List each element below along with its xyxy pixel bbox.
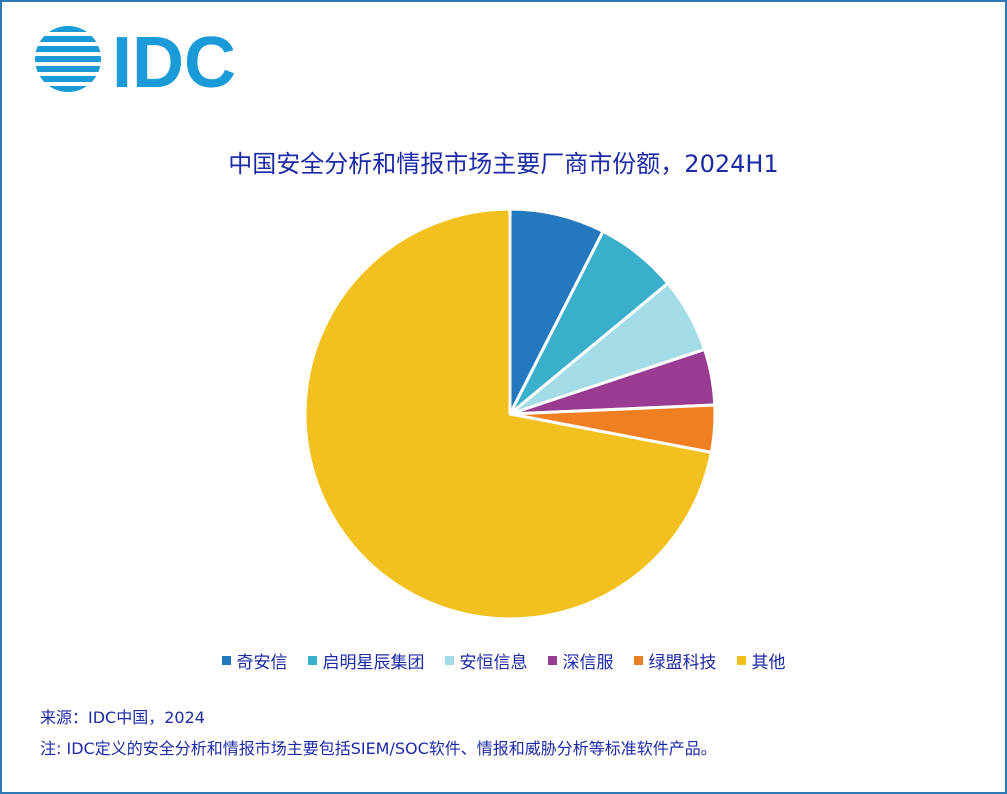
legend-item-3: 安恒信息 bbox=[444, 648, 528, 673]
chart-title: 中国安全分析和情报市场主要厂商市份额，2024H1 bbox=[228, 150, 779, 178]
legend-swatch bbox=[633, 656, 643, 665]
legend-label: 绿盟科技 bbox=[648, 653, 717, 673]
legend-label: 奇安信 bbox=[236, 653, 288, 673]
legend-item-4: 深信服 bbox=[547, 648, 614, 673]
legend: 奇安信 启明星辰集团 安恒信息 深信服 绿盟科技 其他 bbox=[2, 648, 1005, 673]
legend-label: 其他 bbox=[751, 653, 786, 673]
idc-logo: IDC bbox=[35, 24, 236, 94]
pie-slice-1 bbox=[508, 207, 605, 416]
footnote: 注: IDC定义的安全分析和情报市场主要包括SIEM/SOC软件、情报和威胁分析… bbox=[40, 739, 717, 758]
legend-item-2: 启明星辰集团 bbox=[307, 648, 425, 673]
idc-logo-text: IDC bbox=[112, 24, 236, 94]
legend-label: 深信服 bbox=[562, 653, 614, 673]
legend-item-5: 绿盟科技 bbox=[633, 648, 717, 673]
legend-swatch bbox=[307, 656, 317, 665]
pie-chart bbox=[303, 207, 717, 621]
legend-label: 启明星辰集团 bbox=[322, 653, 425, 673]
legend-swatch bbox=[221, 656, 231, 665]
legend-swatch bbox=[547, 656, 557, 665]
legend-item-1: 奇安信 bbox=[221, 648, 288, 673]
source-note: 来源：IDC中国，2024 bbox=[40, 708, 205, 727]
pie-slice-6 bbox=[303, 207, 713, 621]
legend-swatch bbox=[736, 656, 746, 665]
legend-label: 安恒信息 bbox=[459, 653, 528, 673]
legend-item-6: 其他 bbox=[736, 648, 786, 673]
legend-swatch bbox=[444, 656, 454, 665]
